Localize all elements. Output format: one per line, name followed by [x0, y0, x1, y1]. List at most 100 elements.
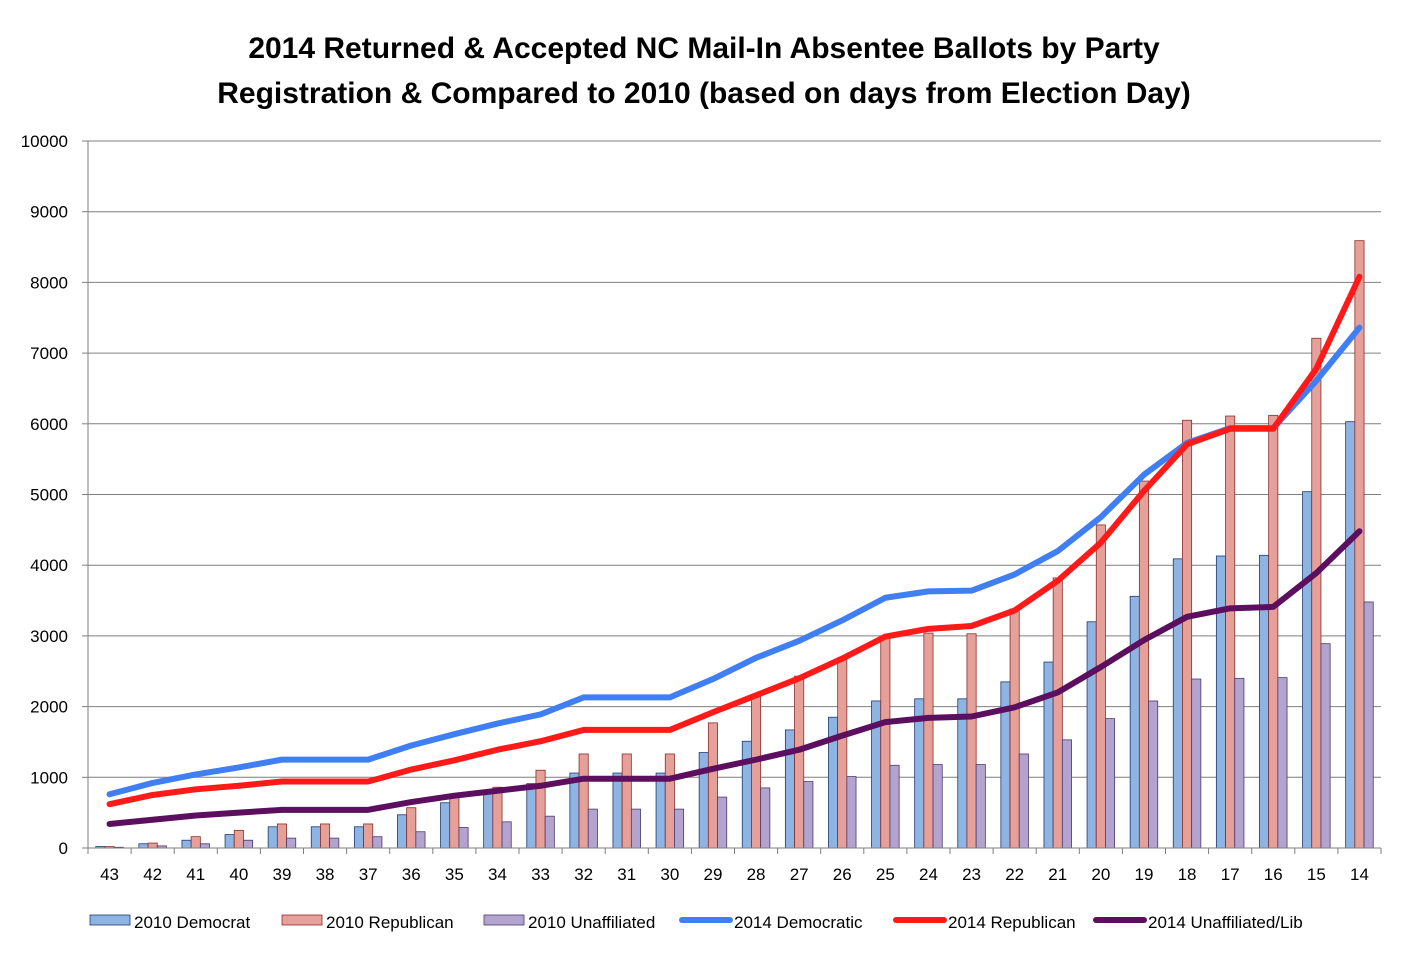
x-tick-label-28: 28: [747, 865, 766, 884]
bar-2010-democrat-41: [181, 839, 192, 849]
bar-2010-democrat-39: [267, 826, 278, 849]
axes: [87, 141, 1382, 854]
bar-2010-republican-23: [966, 633, 977, 849]
x-tick-label-38: 38: [316, 865, 335, 884]
bar-2010-republican-26: [837, 658, 848, 849]
x-tick-label-39: 39: [272, 865, 291, 884]
y-tick-label: 1000: [30, 768, 68, 787]
bar-2010-unaffiliated-41: [199, 843, 210, 849]
x-axis-tick-labels: 43 42 41 40 39 38 37 36 35 34 33 32 31 30 29 28 27 26 25 24…: [100, 865, 1369, 884]
bar-2010-unaffiliated-15: [1320, 643, 1331, 849]
bar-2010-republican-40: [233, 829, 244, 849]
bar-2010-unaffiliated-22: [1018, 753, 1029, 849]
x-tick-label-22: 22: [1005, 865, 1024, 884]
bar-2010-republican-33: [535, 769, 546, 849]
bar-2010-democrat-29: [698, 752, 709, 849]
bar-2010-unaffiliated-18: [1191, 678, 1202, 849]
x-tick-label-43: 43: [100, 865, 119, 884]
chart-title-line-2: Registration & Compared to 2010 (based o…: [217, 77, 1191, 110]
bar-2010-unaffiliated-30: [674, 808, 685, 849]
bar-2010-unaffiliated-20: [1105, 718, 1116, 849]
bar-2010-republican-17: [1225, 415, 1236, 849]
bar-2010-unaffiliated-32: [587, 808, 598, 849]
legend-swatch-2010-unaffiliated: [483, 914, 525, 926]
x-tick-label-21: 21: [1048, 865, 1067, 884]
bar-2010-republican-16: [1268, 414, 1279, 849]
bar-2010-republican-22: [1009, 608, 1020, 849]
bar-2010-republican-37: [363, 823, 374, 849]
bar-2010-republican-41: [190, 836, 201, 849]
x-tick-label-41: 41: [186, 865, 205, 884]
bar-2010-democrat-27: [784, 729, 795, 849]
y-tick-label: 7000: [30, 344, 68, 363]
bar-2010-unaffiliated-37: [372, 836, 383, 849]
bar-2010-unaffiliated-14: [1363, 601, 1374, 849]
x-tick-label-30: 30: [660, 865, 679, 884]
bar-2010-democrat-32: [569, 772, 580, 849]
bar-2010-unaffiliated-27: [803, 781, 814, 849]
line-2014-republican: [106, 273, 1363, 808]
bar-2010-republican-39: [276, 823, 287, 849]
bar-2010-unaffiliated-26: [846, 776, 857, 849]
bar-2010-democrat-14: [1345, 421, 1356, 849]
x-tick-label-17: 17: [1221, 865, 1240, 884]
legend-label-2014-republican: 2014 Republican: [948, 913, 1076, 932]
x-tick-label-16: 16: [1264, 865, 1283, 884]
bar-2010-democrat-16: [1259, 554, 1270, 849]
y-tick-label: 8000: [30, 273, 68, 292]
bar-2010-unaffiliated-38: [329, 837, 340, 849]
bar-2010-democrat-33: [526, 783, 537, 849]
x-tick-label-19: 19: [1134, 865, 1153, 884]
bar-2010-republican-18: [1182, 419, 1193, 849]
line-2014-democratic: [106, 324, 1363, 798]
bar-2010-democrat-18: [1172, 558, 1183, 849]
bar-2010-unaffiliated-21: [1061, 739, 1072, 849]
bar-2010-republican-30: [664, 753, 675, 849]
x-tick-label-20: 20: [1091, 865, 1110, 884]
legend-label-2010-democrat: 2010 Democrat: [134, 913, 251, 932]
bar-2010-unaffiliated-19: [1148, 700, 1159, 849]
bar-series-group: [95, 240, 1374, 849]
legend: 2010 Democrat 2010 Republican 2010 Unaffil…: [89, 913, 1303, 932]
bar-2010-republican-15: [1311, 337, 1322, 849]
y-tick-label: 5000: [30, 486, 68, 505]
x-tick-label-14: 14: [1350, 865, 1369, 884]
bar-2010-democrat-34: [483, 791, 494, 849]
y-tick-label: 4000: [30, 556, 68, 575]
bar-2010-democrat-40: [224, 834, 235, 849]
bar-2010-unaffiliated-33: [544, 815, 555, 849]
x-tick-label-36: 36: [402, 865, 421, 884]
x-tick-label-37: 37: [359, 865, 378, 884]
x-tick-label-27: 27: [790, 865, 809, 884]
bar-2010-unaffiliated-23: [975, 764, 986, 849]
x-tick-label-33: 33: [531, 865, 550, 884]
bar-2010-unaffiliated-34: [501, 821, 512, 849]
bar-2010-republican-20: [1095, 524, 1106, 849]
bar-2010-republican-34: [492, 786, 503, 849]
bar-2010-unaffiliated-40: [243, 839, 254, 849]
bar-2010-democrat-38: [310, 826, 321, 849]
bar-2010-republican-35: [449, 796, 460, 849]
x-tick-label-18: 18: [1178, 865, 1197, 884]
y-tick-label: 6000: [30, 415, 68, 434]
line-2014-unaffiliated-lib: [106, 528, 1363, 827]
line-series-group: [106, 273, 1363, 827]
bar-2010-democrat-31: [612, 772, 623, 849]
bar-2010-unaffiliated-36: [415, 831, 426, 849]
bar-2010-democrat-17: [1215, 555, 1226, 849]
bar-2010-republican-27: [794, 675, 805, 849]
x-tick-label-29: 29: [703, 865, 722, 884]
bar-2010-republican-21: [1052, 577, 1063, 849]
y-axis-tick-labels: 0 1000 2000 3000 4000 5000 6000 7000 8000 9000 100…: [21, 132, 68, 858]
bar-2010-unaffiliated-29: [717, 796, 728, 849]
bar-2010-republican-31: [621, 753, 632, 849]
x-tick-label-15: 15: [1307, 865, 1326, 884]
x-tick-label-31: 31: [617, 865, 636, 884]
legend-label-2014-democratic: 2014 Democratic: [734, 913, 863, 932]
x-tick-label-42: 42: [143, 865, 162, 884]
legend-swatch-2010-republican: [281, 914, 323, 926]
bar-2010-republican-38: [320, 823, 331, 849]
bar-2010-democrat-20: [1086, 621, 1097, 849]
